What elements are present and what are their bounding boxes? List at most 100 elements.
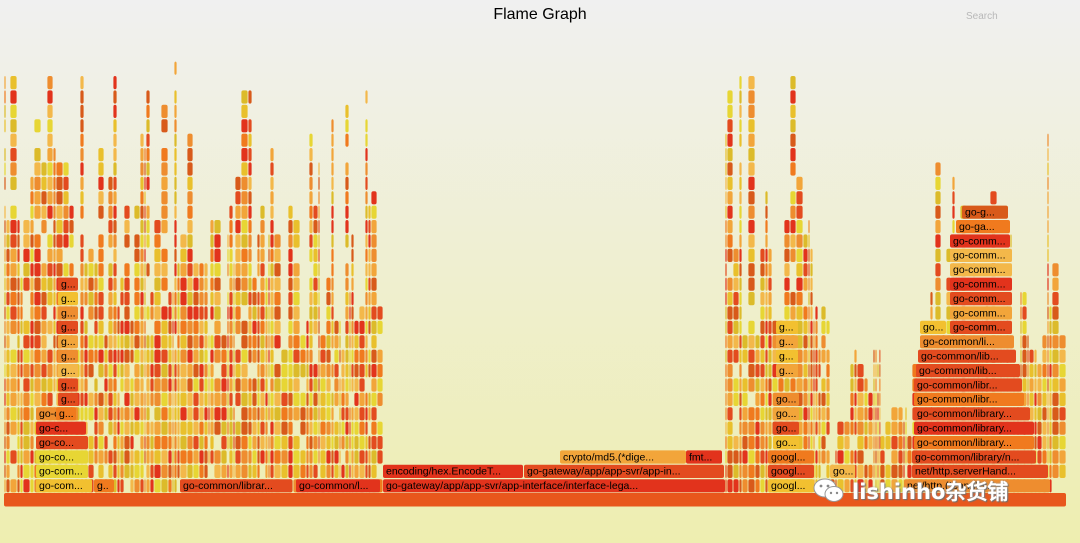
frame-block[interactable] — [56, 263, 63, 277]
frame-block[interactable] — [193, 378, 199, 392]
frame-block[interactable] — [134, 392, 140, 406]
frame-block[interactable] — [88, 263, 94, 277]
frame-block[interactable] — [818, 450, 821, 464]
frame-block[interactable] — [821, 320, 826, 334]
frame-block[interactable] — [768, 479, 814, 493]
frame-block[interactable] — [241, 104, 248, 118]
frame-block[interactable] — [727, 436, 733, 450]
frame-block[interactable] — [10, 90, 17, 104]
frame-block[interactable] — [1027, 378, 1029, 392]
frame-block[interactable] — [248, 407, 252, 421]
frame-block[interactable] — [241, 119, 248, 133]
frame-block[interactable] — [168, 479, 172, 493]
frame-block[interactable] — [345, 421, 349, 435]
frame-block[interactable] — [30, 464, 34, 478]
frame-block[interactable] — [739, 320, 742, 334]
frame-block[interactable] — [34, 320, 41, 334]
frame-block[interactable] — [274, 306, 281, 320]
frame-block[interactable] — [210, 407, 214, 421]
frame-block[interactable] — [748, 349, 755, 363]
frame-block[interactable] — [300, 349, 306, 363]
frame-block[interactable] — [765, 392, 768, 406]
frame-block[interactable] — [1037, 436, 1042, 450]
frame-block[interactable] — [161, 464, 168, 478]
frame-block[interactable] — [47, 248, 53, 262]
frame-block[interactable] — [765, 220, 768, 234]
frame-block[interactable] — [214, 320, 221, 334]
frame-block[interactable] — [146, 133, 150, 147]
frame-block[interactable] — [796, 306, 803, 320]
frame-block[interactable] — [63, 234, 69, 248]
frame-block[interactable] — [17, 479, 20, 493]
frame-block[interactable] — [950, 292, 1012, 306]
frame-block[interactable] — [950, 234, 1010, 248]
frame-block[interactable] — [320, 349, 326, 363]
frame-block[interactable] — [1047, 436, 1049, 450]
frame-block[interactable] — [293, 407, 300, 421]
frame-block[interactable] — [146, 421, 150, 435]
frame-block[interactable] — [725, 436, 727, 450]
frame-block[interactable] — [30, 436, 34, 450]
frame-block[interactable] — [168, 421, 172, 435]
frame-block[interactable] — [4, 306, 6, 320]
frame-block[interactable] — [309, 464, 313, 478]
frame-block[interactable] — [935, 234, 941, 248]
frame-block[interactable] — [950, 277, 1012, 291]
frame-block[interactable] — [365, 407, 368, 421]
frame-block[interactable] — [161, 421, 168, 435]
frame-block[interactable] — [150, 421, 154, 435]
frame-block[interactable] — [309, 407, 313, 421]
frame-block[interactable] — [113, 76, 117, 90]
frame-block[interactable] — [187, 220, 193, 234]
frame-block[interactable] — [725, 407, 727, 421]
frame-block[interactable] — [377, 349, 383, 363]
frame-block[interactable] — [339, 378, 341, 392]
frame-block[interactable] — [47, 148, 53, 162]
frame-block[interactable] — [69, 220, 74, 234]
frame-block[interactable] — [288, 464, 293, 478]
frame-block[interactable] — [204, 421, 208, 435]
frame-block[interactable] — [727, 220, 733, 234]
frame-block[interactable] — [124, 436, 130, 450]
frame-block[interactable] — [227, 306, 229, 320]
frame-block[interactable] — [331, 292, 334, 306]
frame-block[interactable] — [257, 263, 260, 277]
frame-block[interactable] — [187, 148, 193, 162]
frame-block[interactable] — [98, 320, 104, 334]
frame-block[interactable] — [187, 436, 193, 450]
frame-block[interactable] — [69, 205, 74, 219]
frame-block[interactable] — [815, 450, 818, 464]
frame-block[interactable] — [180, 450, 187, 464]
frame-block[interactable] — [313, 263, 318, 277]
frame-block[interactable] — [124, 364, 130, 378]
frame-block[interactable] — [140, 263, 144, 277]
frame-block[interactable] — [146, 436, 150, 450]
frame-block[interactable] — [113, 248, 117, 262]
frame-block[interactable] — [875, 349, 877, 363]
frame-block[interactable] — [84, 320, 88, 334]
frame-block[interactable] — [229, 392, 233, 406]
frame-block[interactable] — [124, 335, 130, 349]
frame-block[interactable] — [377, 392, 383, 406]
frame-block[interactable] — [154, 378, 161, 392]
frame-block[interactable] — [341, 378, 345, 392]
frame-block[interactable] — [108, 392, 113, 406]
frame-block[interactable] — [760, 464, 765, 478]
frame-block[interactable] — [1049, 392, 1052, 406]
frame-block[interactable] — [354, 450, 359, 464]
frame-block[interactable] — [326, 277, 331, 291]
frame-block[interactable] — [88, 450, 94, 464]
frame-block[interactable] — [208, 392, 210, 406]
frame-block[interactable] — [6, 277, 10, 291]
frame-block[interactable] — [108, 464, 113, 478]
frame-block[interactable] — [857, 464, 864, 478]
frame-block[interactable] — [257, 292, 260, 306]
frame-block[interactable] — [773, 421, 799, 435]
frame-block[interactable] — [914, 436, 1034, 450]
frame-block[interactable] — [30, 335, 34, 349]
frame-block[interactable] — [377, 378, 383, 392]
frame-block[interactable] — [268, 392, 270, 406]
frame-block[interactable] — [331, 133, 334, 147]
frame-block[interactable] — [309, 450, 313, 464]
frame-block[interactable] — [56, 220, 63, 234]
